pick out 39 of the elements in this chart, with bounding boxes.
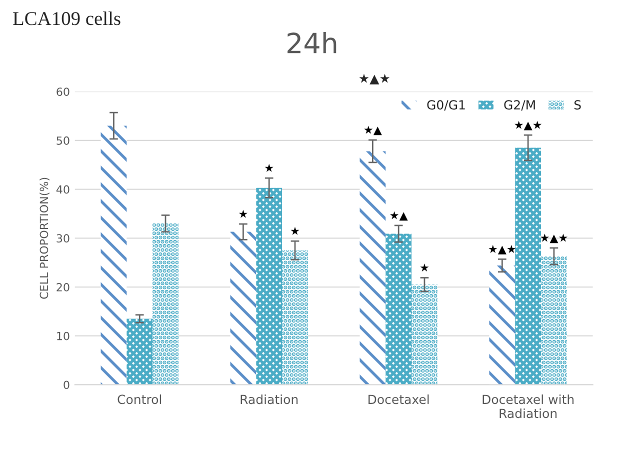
x-tick-label: Control <box>118 394 162 404</box>
bar <box>515 148 542 385</box>
data-label: ★ <box>264 164 274 172</box>
x-tick-label: Docetaxel with Radiation <box>482 394 574 418</box>
chart-title: 24h <box>288 32 336 54</box>
bar <box>126 318 153 385</box>
data-label: ★▲★ <box>488 244 516 254</box>
bar <box>282 250 308 385</box>
bar <box>489 266 516 385</box>
x-tick-label: Docetaxel <box>368 394 429 404</box>
data-label: ★▲★ <box>540 234 568 244</box>
y-tick-label: 40 <box>56 185 70 194</box>
bar <box>412 284 438 385</box>
y-tick-label: 60 <box>56 88 70 96</box>
y-tick-label: 0 <box>64 380 70 390</box>
x-tick-label: Radiation <box>240 394 298 404</box>
text: ★▲★ <box>359 74 390 84</box>
y-tick-label: 50 <box>56 136 70 145</box>
bar <box>360 151 386 385</box>
legend-label: G0/G1 <box>427 100 465 111</box>
data-label: ★ <box>420 263 429 272</box>
bar <box>256 188 282 385</box>
data-label: ★▲ <box>364 126 382 136</box>
y-tick-label: 10 <box>57 332 70 340</box>
data-label: ★▲★ <box>514 120 542 130</box>
y-tick-label: 20 <box>56 282 70 292</box>
legend-label: G2/M <box>504 100 535 111</box>
data-label: ★ <box>290 226 300 235</box>
legend-label: S <box>574 100 581 110</box>
bar <box>230 232 256 385</box>
bar <box>100 126 127 385</box>
y-tick-label: 30 <box>56 234 70 243</box>
bar <box>386 234 412 385</box>
bar <box>152 224 178 385</box>
bar <box>541 256 567 385</box>
data-label: ★ <box>238 210 248 218</box>
y-axis-title: CELL PROPORTION(%) <box>40 178 50 299</box>
text: LCA109 cells <box>13 11 120 26</box>
data-label: ★▲ <box>390 211 408 221</box>
